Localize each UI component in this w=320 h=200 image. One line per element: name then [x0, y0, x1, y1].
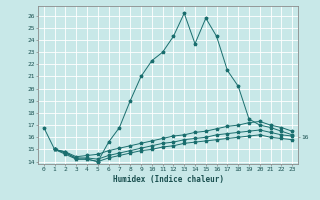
X-axis label: Humidex (Indice chaleur): Humidex (Indice chaleur) [113, 175, 223, 184]
